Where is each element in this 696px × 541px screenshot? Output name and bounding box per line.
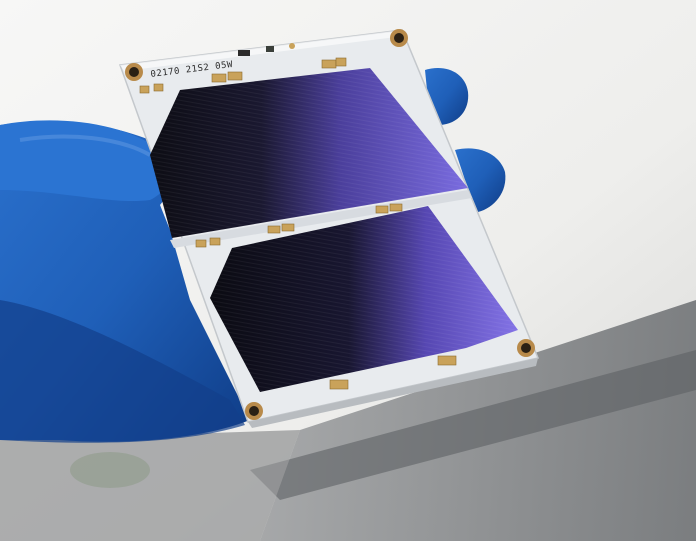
blue-glove [0, 68, 506, 443]
solar-cell-bottom [210, 206, 518, 392]
solar-cell-top [150, 68, 468, 238]
window-sill [250, 350, 696, 500]
mounting-holes [125, 29, 535, 420]
contact-pads [139, 57, 457, 390]
board-component [238, 50, 250, 56]
board-component [266, 46, 274, 52]
solar-board [118, 29, 540, 428]
board-component [289, 43, 295, 49]
blurred-plant [70, 452, 150, 488]
bench-shadow [0, 430, 300, 541]
